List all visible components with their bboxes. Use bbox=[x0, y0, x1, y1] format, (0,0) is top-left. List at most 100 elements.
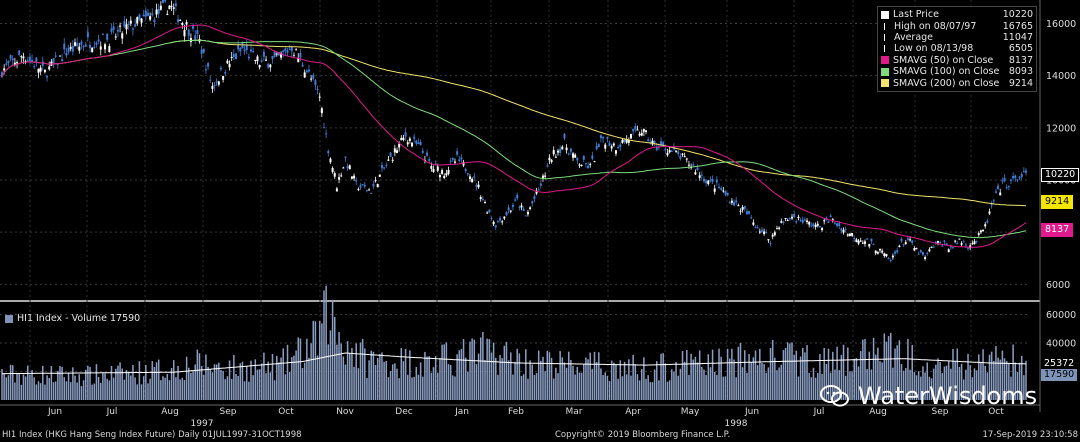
volume-bar bbox=[937, 358, 939, 400]
volume-bar bbox=[93, 383, 96, 400]
volume-bar bbox=[885, 341, 888, 400]
month-label: Oct bbox=[278, 407, 294, 417]
candle-body bbox=[228, 63, 231, 68]
candle-body bbox=[361, 184, 364, 186]
candle-body bbox=[870, 238, 873, 242]
volume-bar bbox=[653, 369, 656, 400]
volume-bar bbox=[67, 372, 70, 400]
candle-body bbox=[1007, 186, 1010, 188]
volume-bar bbox=[454, 376, 456, 400]
candle-body bbox=[952, 247, 955, 249]
candle-body bbox=[756, 227, 759, 229]
candle-body bbox=[209, 79, 212, 81]
volume-bar bbox=[316, 355, 319, 400]
candle-body bbox=[664, 148, 667, 151]
volume-bar bbox=[413, 376, 415, 400]
volume-bar bbox=[600, 368, 602, 400]
volume-bar bbox=[660, 353, 662, 400]
volume-bar bbox=[744, 350, 746, 400]
candle-body bbox=[967, 247, 970, 249]
volume-bar bbox=[54, 381, 57, 400]
volume-bar bbox=[211, 372, 214, 400]
candle-body bbox=[243, 49, 246, 51]
candle-body bbox=[567, 153, 570, 155]
volume-bar bbox=[924, 372, 926, 400]
candle-body bbox=[241, 43, 244, 49]
volume-bar bbox=[507, 360, 510, 400]
candle-body bbox=[374, 180, 377, 182]
candle-body bbox=[168, 5, 171, 10]
candle-body bbox=[971, 243, 974, 245]
volume-bar bbox=[252, 375, 254, 400]
volume-bar bbox=[666, 381, 669, 400]
candle-body bbox=[380, 164, 383, 169]
candle-body bbox=[823, 220, 826, 222]
candle-body bbox=[462, 162, 465, 166]
legend-row: Last Price 10220 bbox=[881, 9, 1033, 20]
month-label: Jun bbox=[47, 407, 62, 417]
candle-body bbox=[612, 143, 615, 146]
candle-body bbox=[679, 155, 682, 159]
candle-body bbox=[960, 243, 963, 245]
volume-tag: 25372 bbox=[1041, 357, 1078, 370]
volume-bar bbox=[1005, 360, 1008, 400]
candle-body bbox=[651, 140, 654, 145]
candle-body bbox=[329, 158, 332, 163]
candle-body bbox=[226, 60, 229, 64]
candle-body bbox=[458, 159, 461, 161]
volume-bar bbox=[988, 354, 991, 400]
volume-bar bbox=[119, 362, 121, 400]
volume-bar bbox=[258, 369, 261, 400]
volume-bar bbox=[376, 357, 379, 400]
candle-body bbox=[39, 67, 42, 72]
volume-bar bbox=[606, 375, 609, 400]
candle-body bbox=[307, 69, 310, 72]
candle-body bbox=[421, 150, 424, 153]
volume-bar bbox=[701, 366, 703, 400]
volume-bar bbox=[241, 361, 244, 400]
candle-body bbox=[928, 249, 931, 252]
candle-body bbox=[589, 163, 592, 165]
volume-bar bbox=[338, 332, 340, 400]
candle-body bbox=[503, 216, 506, 219]
volume-bar bbox=[692, 359, 695, 400]
volume-bar bbox=[318, 320, 321, 400]
volume-bar bbox=[125, 369, 128, 400]
candle-body bbox=[572, 153, 575, 158]
volume-bar bbox=[619, 360, 622, 400]
volume-bar bbox=[683, 361, 686, 400]
candle-body bbox=[282, 50, 285, 53]
volume-bar bbox=[793, 354, 795, 400]
volume-bar bbox=[634, 364, 637, 400]
volume-bar bbox=[106, 378, 108, 400]
candle-body bbox=[447, 170, 450, 174]
volume-bar bbox=[432, 367, 435, 400]
volume-bar bbox=[327, 344, 330, 400]
candle-body bbox=[848, 233, 851, 237]
volume-bar bbox=[160, 380, 162, 400]
candle-body bbox=[836, 223, 839, 226]
candle-body bbox=[702, 178, 705, 182]
volume-bar bbox=[724, 376, 727, 400]
candle-body bbox=[280, 52, 283, 58]
volume-bar bbox=[153, 367, 156, 400]
price-tick-label: 6000 bbox=[1046, 280, 1070, 291]
volume-bar bbox=[349, 353, 351, 400]
volume-bar bbox=[458, 350, 461, 400]
candle-body bbox=[162, 0, 165, 3]
candle-body bbox=[494, 225, 497, 228]
volume-bar bbox=[196, 349, 199, 400]
candle-body bbox=[741, 207, 744, 210]
volume-bar bbox=[89, 366, 91, 400]
candle-body bbox=[846, 234, 849, 236]
candle-body bbox=[247, 56, 250, 59]
candle-body bbox=[692, 164, 695, 166]
candle-body bbox=[496, 221, 499, 223]
candle-body bbox=[438, 174, 441, 178]
month-label: Jul bbox=[813, 407, 825, 417]
volume-bar bbox=[501, 358, 503, 400]
volume-bar bbox=[95, 364, 98, 400]
candle-body bbox=[997, 185, 1000, 190]
candle-body bbox=[353, 175, 356, 179]
volume-bar bbox=[638, 380, 641, 400]
